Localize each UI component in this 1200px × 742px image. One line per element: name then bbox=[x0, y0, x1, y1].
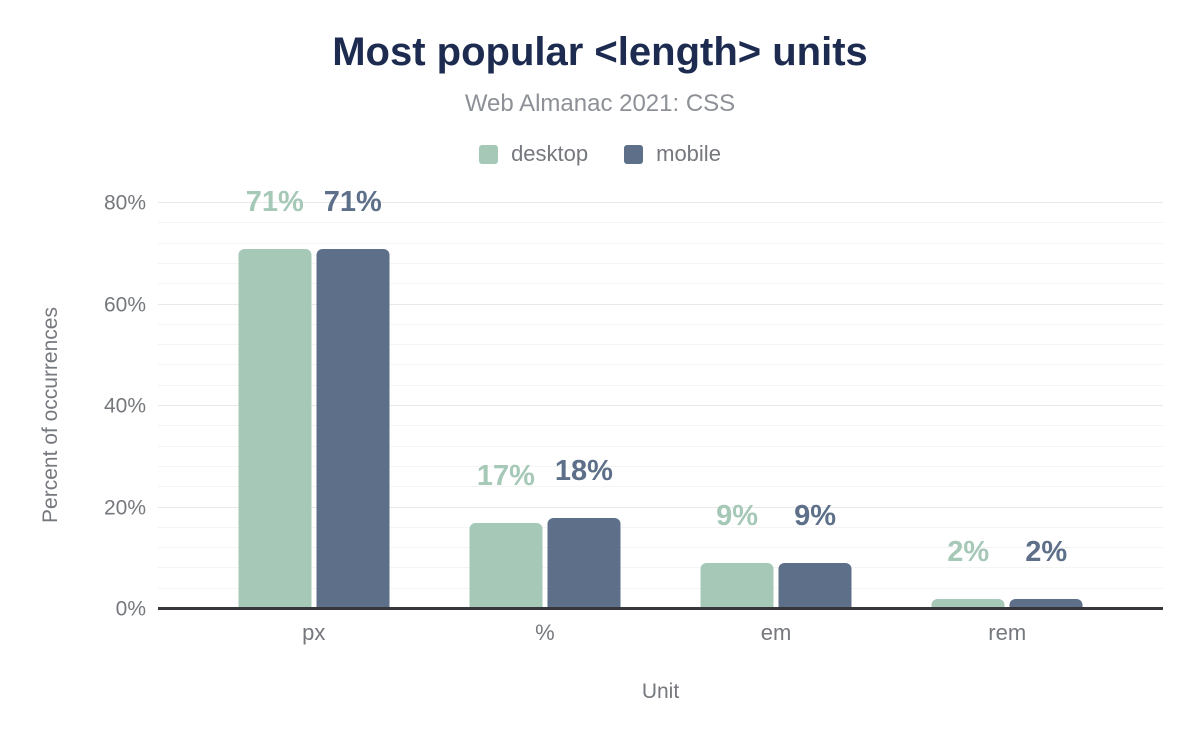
x-category-label-px: px bbox=[302, 620, 326, 645]
value-label-mobile-em: 9% bbox=[794, 500, 837, 533]
legend-item-label: desktop bbox=[511, 141, 589, 166]
legend-item-label: mobile bbox=[656, 141, 721, 166]
y-tick-label: 0% bbox=[115, 597, 146, 621]
legend: desktop mobile bbox=[0, 141, 1200, 167]
minor-gridline bbox=[158, 242, 1163, 244]
value-label-mobile-%: 18% bbox=[554, 454, 613, 487]
bar-group-rem: 2% 2% bbox=[931, 537, 1083, 609]
y-tick-label: 20% bbox=[103, 496, 146, 520]
bar-mobile-rem: 2% bbox=[1009, 537, 1083, 609]
legend-item-mobile: mobile bbox=[624, 141, 721, 167]
major-gridline bbox=[158, 202, 1163, 204]
y-tick-label: 60% bbox=[103, 293, 146, 317]
y-tick-label: 80% bbox=[103, 191, 146, 215]
minor-gridline bbox=[158, 364, 1163, 366]
major-gridline bbox=[158, 506, 1163, 508]
x-axis-line bbox=[158, 607, 1163, 610]
minor-gridline bbox=[158, 344, 1163, 346]
chart-subtitle: Web Almanac 2021: CSS bbox=[464, 90, 736, 117]
bar-group-%: 17% 18% bbox=[469, 456, 621, 609]
bar-mobile-em: 9% bbox=[778, 502, 852, 609]
value-label-desktop-px: 71% bbox=[245, 185, 304, 218]
value-label-desktop-%: 17% bbox=[476, 459, 535, 492]
minor-gridline bbox=[158, 587, 1163, 589]
x-category-label-rem: rem bbox=[988, 620, 1027, 645]
bar-desktop-rem: 2% bbox=[931, 537, 1005, 609]
bar-mobile-px: 71% bbox=[316, 187, 390, 609]
bar-group-px: 71% 71% bbox=[238, 187, 390, 609]
minor-gridline bbox=[158, 384, 1163, 386]
plot-area: 0% 20% 40% 60% 80% 71% 71% 17% 18% 9% 9% 2% 2% px% e… bbox=[104, 166, 1163, 644]
chart-title: Most popular <length> units bbox=[332, 30, 868, 74]
y-axis-title: Percent of occurrences bbox=[39, 307, 62, 523]
value-label-desktop-em: 9% bbox=[716, 500, 759, 533]
bar-mobile-%: 18% bbox=[547, 456, 621, 609]
bar-desktop-em: 9% bbox=[700, 502, 774, 609]
minor-gridline bbox=[158, 465, 1163, 467]
x-category-label-%: % bbox=[535, 620, 555, 645]
minor-gridline bbox=[158, 486, 1163, 488]
value-label-mobile-rem: 2% bbox=[1025, 535, 1068, 568]
minor-gridline bbox=[158, 526, 1163, 528]
major-gridline bbox=[158, 303, 1163, 305]
minor-gridline bbox=[158, 262, 1163, 264]
bar-group-em: 9% 9% bbox=[700, 502, 852, 609]
legend-swatch-mobile bbox=[624, 144, 644, 164]
legend-swatch-desktop bbox=[479, 144, 499, 164]
minor-gridline bbox=[158, 567, 1163, 569]
y-tick-label: 40% bbox=[103, 394, 146, 418]
x-axis-title: Unit bbox=[641, 680, 680, 703]
minor-gridline bbox=[158, 547, 1163, 549]
legend-item-desktop: desktop bbox=[479, 141, 588, 167]
bar-desktop-px: 71% bbox=[238, 187, 312, 609]
bar-desktop-%: 17% bbox=[469, 461, 543, 609]
minor-gridline bbox=[158, 222, 1163, 224]
major-gridline bbox=[158, 405, 1163, 407]
minor-gridline bbox=[158, 323, 1163, 325]
minor-gridline bbox=[158, 425, 1163, 427]
minor-gridline bbox=[158, 283, 1163, 285]
minor-gridline bbox=[158, 445, 1163, 447]
value-label-mobile-px: 71% bbox=[323, 185, 382, 218]
x-category-label-em: em bbox=[760, 620, 792, 645]
value-label-desktop-rem: 2% bbox=[947, 535, 990, 568]
